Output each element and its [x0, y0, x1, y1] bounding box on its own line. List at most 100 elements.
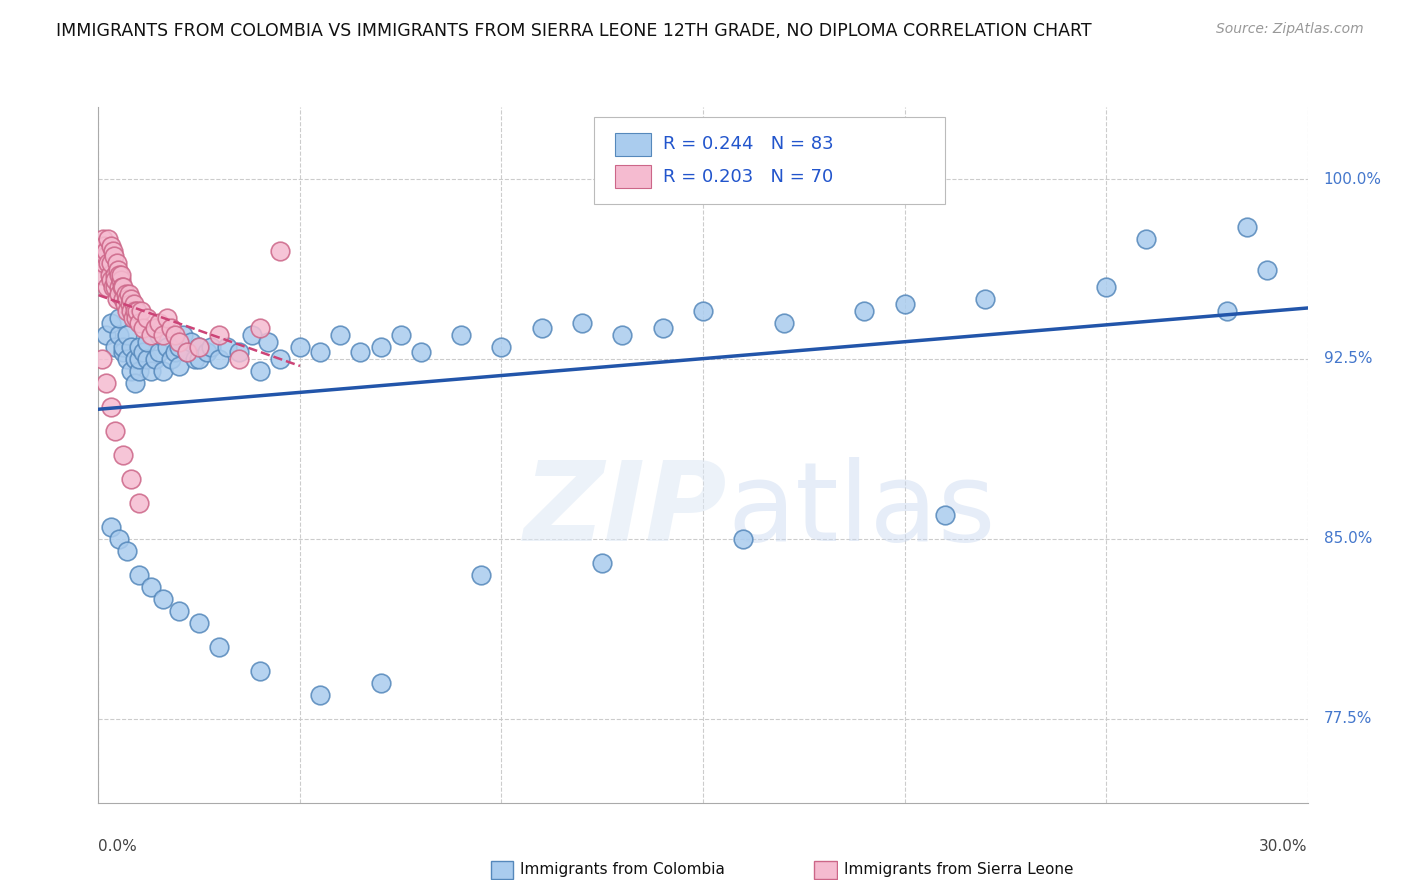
Point	[107, 280, 129, 294]
Point	[135, 351, 157, 366]
Point	[309, 688, 332, 702]
Point	[98, 268, 121, 282]
Point	[530, 320, 553, 334]
Point	[105, 256, 128, 270]
Point	[96, 280, 118, 294]
Point	[107, 263, 129, 277]
Text: 85.0%: 85.0%	[1323, 532, 1372, 547]
Text: IMMIGRANTS FROM COLOMBIA VS IMMIGRANTS FROM SIERRA LEONE 12TH GRADE, NO DIPLOMA : IMMIGRANTS FROM COLOMBIA VS IMMIGRANTS F…	[56, 22, 1092, 40]
Point	[188, 340, 211, 354]
Point	[152, 364, 174, 378]
Text: 0.0%: 0.0%	[98, 838, 138, 854]
Point	[176, 344, 198, 359]
Point	[139, 328, 162, 343]
Point	[180, 335, 202, 350]
Point	[115, 351, 138, 366]
Point	[591, 556, 613, 570]
Point	[208, 328, 231, 343]
Point	[128, 496, 150, 510]
Point	[118, 297, 141, 311]
Point	[249, 320, 271, 334]
Point	[124, 376, 146, 390]
Point	[409, 344, 432, 359]
Text: R = 0.244   N = 83: R = 0.244 N = 83	[664, 135, 834, 153]
Point	[121, 304, 143, 318]
Point	[160, 351, 183, 366]
Point	[97, 256, 120, 270]
Point	[111, 340, 134, 354]
Point	[188, 340, 211, 354]
Point	[288, 340, 311, 354]
Point	[120, 364, 142, 378]
Point	[269, 244, 291, 258]
Point	[1236, 219, 1258, 234]
Point	[733, 532, 755, 546]
Point	[184, 351, 207, 366]
Point	[128, 340, 150, 354]
Point	[100, 400, 122, 414]
Point	[96, 328, 118, 343]
Point	[103, 268, 125, 282]
Point	[143, 320, 166, 334]
Point	[148, 344, 170, 359]
Point	[612, 328, 634, 343]
Point	[167, 340, 190, 354]
Point	[124, 351, 146, 366]
Point	[1256, 263, 1278, 277]
Point	[101, 280, 124, 294]
Point	[96, 376, 118, 390]
Point	[370, 340, 392, 354]
Point	[103, 249, 125, 263]
Point	[132, 320, 155, 334]
Point	[117, 304, 139, 318]
Point	[450, 328, 472, 343]
Point	[107, 268, 129, 282]
Point	[349, 344, 371, 359]
Point	[114, 297, 136, 311]
Point	[124, 304, 146, 318]
FancyBboxPatch shape	[614, 133, 651, 156]
Point	[135, 335, 157, 350]
FancyBboxPatch shape	[614, 166, 651, 188]
Point	[125, 304, 148, 318]
Point	[120, 292, 142, 306]
Point	[152, 591, 174, 606]
Point	[122, 297, 145, 311]
Point	[90, 244, 112, 258]
Point	[112, 280, 135, 294]
Point	[96, 244, 118, 258]
Text: 100.0%: 100.0%	[1323, 171, 1382, 186]
Point	[1095, 280, 1118, 294]
Point	[103, 280, 125, 294]
Point	[249, 664, 271, 678]
Point	[121, 311, 143, 326]
Point	[101, 244, 124, 258]
Point	[107, 311, 129, 326]
Point	[115, 328, 138, 343]
Point	[100, 520, 122, 534]
Point	[104, 273, 127, 287]
Point	[115, 544, 138, 558]
Point	[176, 344, 198, 359]
Point	[370, 676, 392, 690]
Point	[249, 364, 271, 378]
Point	[853, 304, 876, 318]
Point	[108, 287, 131, 301]
Text: ZIP: ZIP	[523, 457, 727, 564]
Point	[128, 567, 150, 582]
Point	[107, 328, 129, 343]
Point	[148, 328, 170, 343]
Point	[114, 287, 136, 301]
Point	[120, 472, 142, 486]
Text: 30.0%: 30.0%	[1260, 838, 1308, 854]
Point	[167, 335, 190, 350]
Point	[163, 328, 186, 343]
Point	[91, 268, 114, 282]
Point	[148, 316, 170, 330]
Point	[208, 640, 231, 654]
Text: Source: ZipAtlas.com: Source: ZipAtlas.com	[1216, 22, 1364, 37]
Point	[195, 344, 218, 359]
Point	[470, 567, 492, 582]
Point	[111, 344, 134, 359]
Point	[115, 292, 138, 306]
